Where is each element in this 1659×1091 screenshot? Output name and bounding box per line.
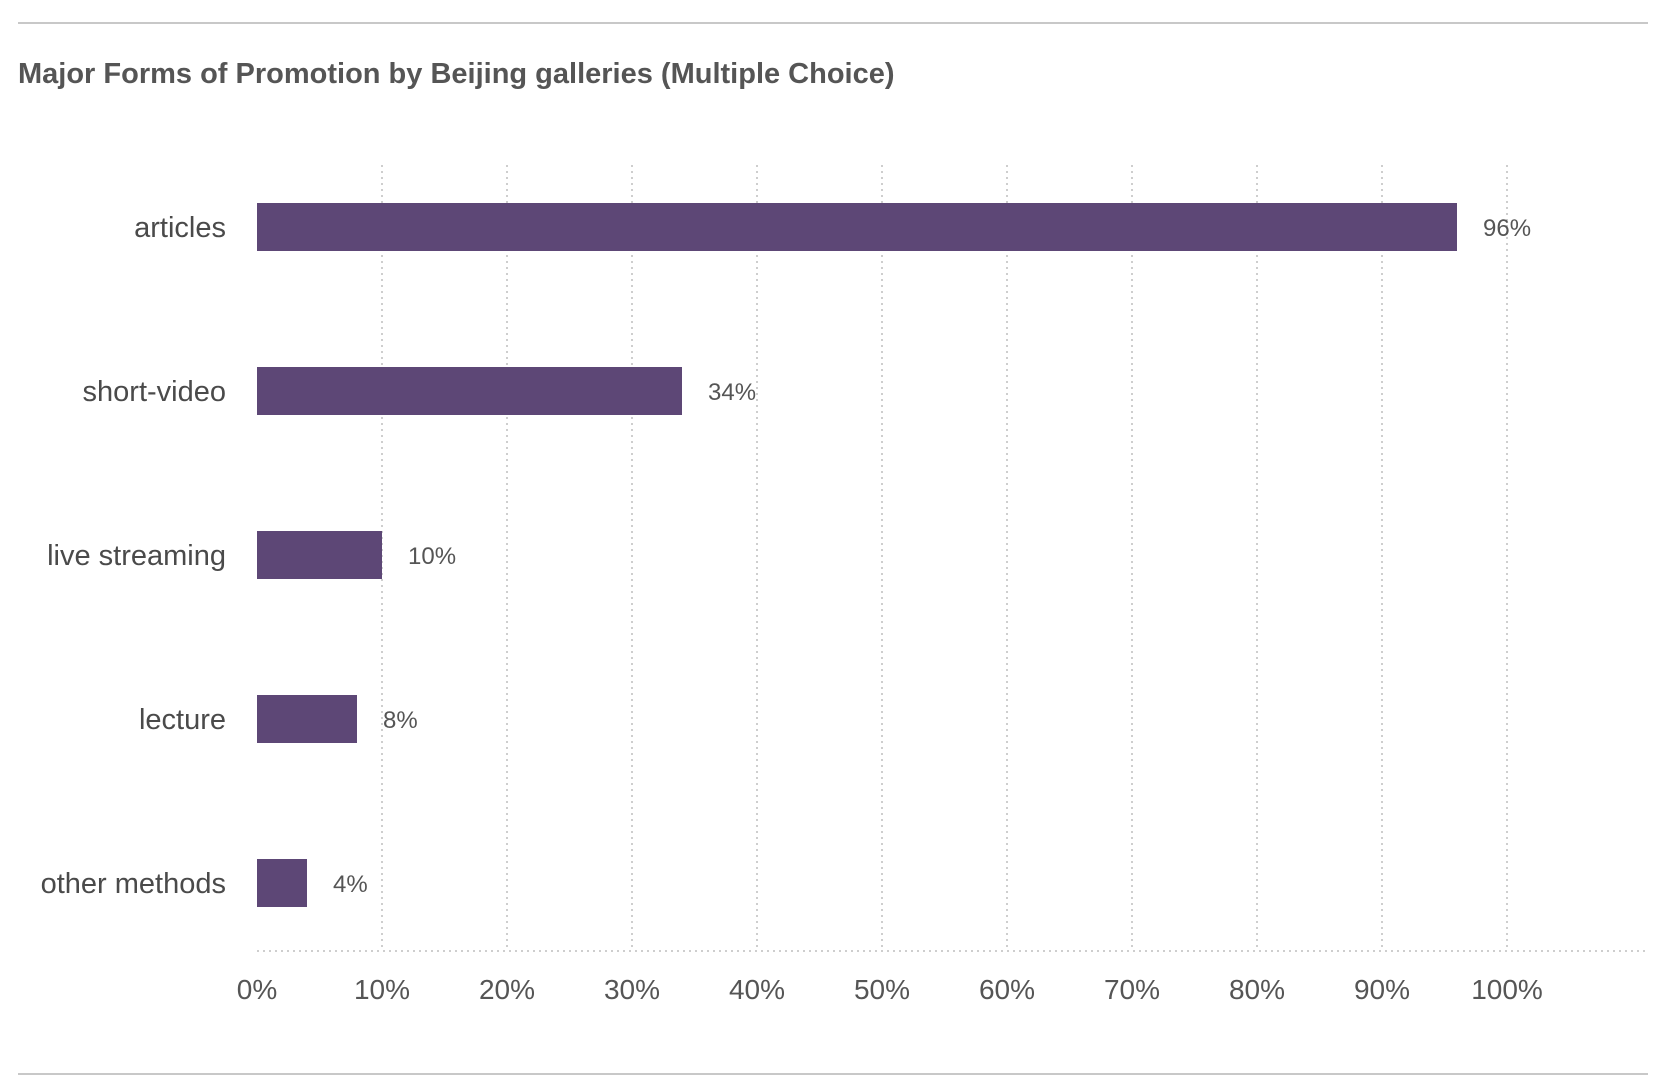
x-tick-label: 40% xyxy=(729,974,785,1005)
bar xyxy=(257,695,357,743)
category-labels: articles short-video live streaming lecture… xyxy=(41,212,226,900)
x-tick-label: 100% xyxy=(1471,974,1543,1005)
category-label: lecture xyxy=(139,704,226,736)
value-label: 96% xyxy=(1483,215,1531,242)
grid-lines xyxy=(381,165,1508,951)
x-tick-label: 20% xyxy=(479,974,535,1005)
value-labels: 96% 34% 10% 8% 4% xyxy=(333,215,1531,898)
category-label: live streaming xyxy=(47,540,226,572)
x-tick-label: 0% xyxy=(237,974,277,1005)
x-tick-label: 80% xyxy=(1229,974,1285,1005)
category-label: other methods xyxy=(41,868,226,900)
x-tick-label: 70% xyxy=(1104,974,1160,1005)
top-rule xyxy=(18,22,1648,24)
x-tick-labels: 0% 10% 20% 30% 40% 50% 60% 70% 80% 90% 100% xyxy=(237,974,1543,1005)
bars xyxy=(257,203,1457,907)
bar xyxy=(257,859,307,907)
value-label: 34% xyxy=(708,379,756,406)
value-label: 10% xyxy=(408,543,456,570)
category-label: articles xyxy=(134,212,226,244)
chart-title: Major Forms of Promotion by Beijing gall… xyxy=(18,58,895,90)
x-tick-label: 60% xyxy=(979,974,1035,1005)
x-tick-label: 50% xyxy=(854,974,910,1005)
x-tick-label: 30% xyxy=(604,974,660,1005)
value-label: 4% xyxy=(333,871,368,898)
x-tick-label: 90% xyxy=(1354,974,1410,1005)
bottom-rule xyxy=(18,1073,1648,1075)
value-label: 8% xyxy=(383,707,418,734)
bar xyxy=(257,531,382,579)
category-label: short-video xyxy=(83,376,226,408)
x-tick-label: 10% xyxy=(354,974,410,1005)
bar xyxy=(257,203,1457,251)
bar xyxy=(257,367,682,415)
